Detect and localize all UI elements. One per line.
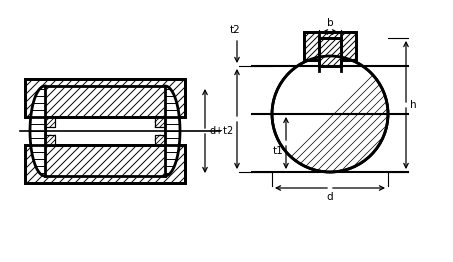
Bar <box>25 79 185 117</box>
Polygon shape <box>165 86 180 176</box>
Bar <box>25 145 185 183</box>
Text: d: d <box>327 192 333 202</box>
Text: b: b <box>327 18 333 28</box>
Bar <box>304 32 356 60</box>
Bar <box>319 38 341 66</box>
Bar <box>155 117 165 127</box>
Circle shape <box>272 56 388 172</box>
Bar <box>45 117 165 145</box>
Bar <box>45 135 55 145</box>
Polygon shape <box>30 86 45 176</box>
Bar <box>155 117 165 127</box>
Text: t2: t2 <box>230 25 241 35</box>
Bar <box>319 38 341 66</box>
Bar <box>155 135 165 145</box>
Bar <box>155 135 165 145</box>
Text: d+t2: d+t2 <box>209 126 233 136</box>
Text: t1: t1 <box>272 146 283 156</box>
Bar <box>25 79 185 117</box>
Text: h: h <box>410 100 417 110</box>
Bar <box>45 135 55 145</box>
Bar <box>304 32 356 60</box>
Bar <box>25 145 185 183</box>
Bar <box>45 117 55 127</box>
Bar <box>45 117 55 127</box>
